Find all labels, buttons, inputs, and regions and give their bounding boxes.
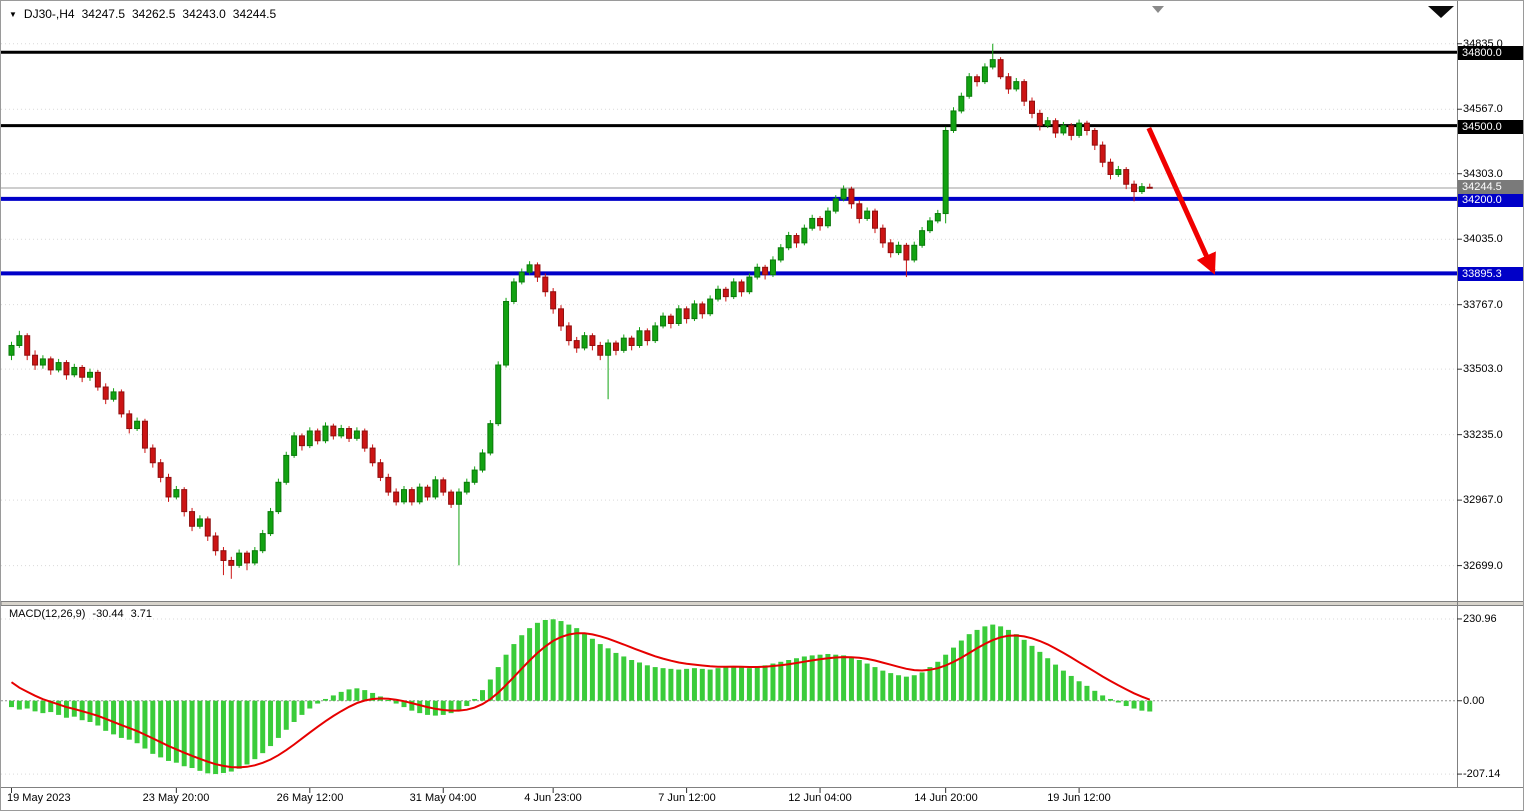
current-price-tag: 34244.5 [1458, 180, 1523, 194]
chart-shift-marker-icon [1152, 6, 1164, 13]
macd-name: MACD(12,26,9) [9, 608, 86, 620]
ohlc-open: 34247.5 [81, 7, 125, 21]
macd-tick-label: 0.00 [1463, 695, 1485, 707]
autoscroll-marker-icon [1428, 6, 1454, 18]
trend-arrow[interactable] [1146, 127, 1216, 275]
time-axis[interactable]: 19 May 2023 23 May 20:00 26 May 12:00 31 Ma… [1, 789, 1523, 810]
time-tick-label: 7 Jun 12:00 [658, 792, 716, 804]
price-tick-label: 34303.0 [1463, 168, 1503, 180]
line-price-tag: 33895.3 [1458, 267, 1523, 281]
macd-value: -30.44 [92, 608, 124, 620]
macd-tick-label: 230.96 [1463, 613, 1497, 625]
macd-tick-label: -207.14 [1463, 768, 1501, 780]
candle-series [8, 43, 1153, 579]
macd-histogram [9, 619, 1153, 775]
grid-layer [1, 43, 1457, 775]
ohlc-close: 34244.5 [232, 7, 277, 21]
time-tick-label: 19 May 2023 [7, 792, 71, 804]
pane-separator[interactable] [1, 601, 1524, 606]
time-tick-label: 23 May 20:00 [142, 792, 210, 804]
symbol-menu-icon: ▼ [9, 10, 17, 19]
support-resistance-lines[interactable] [1, 50, 1457, 276]
axis-borders [1, 1, 1523, 793]
time-tick-label: 31 May 04:00 [409, 792, 477, 804]
time-tick-label: 26 May 12:00 [276, 792, 344, 804]
time-tick-label: 4 Jun 23:00 [524, 792, 582, 804]
ohlc-high: 34262.5 [132, 7, 176, 21]
ohlc-low: 34243.0 [182, 7, 226, 21]
macd-indicator-label: MACD(12,26,9) -30.44 3.71 [9, 608, 152, 620]
price-tick-label: 33235.0 [1463, 429, 1503, 441]
price-axis[interactable]: 34835.0 34567.0 34303.0 34035.0 33767.0 33503… [1458, 1, 1523, 787]
macd-signal-line [10, 632, 1151, 769]
price-tick-label: 34567.0 [1463, 103, 1503, 115]
macd-signal-value: 3.71 [130, 608, 153, 620]
price-tick-label: 33503.0 [1463, 363, 1503, 375]
price-tick-label: 32699.0 [1463, 560, 1503, 572]
price-tick-label: 32967.0 [1463, 494, 1503, 506]
price-tick-label: 34035.0 [1463, 233, 1503, 245]
price-tick-label: 33767.0 [1463, 299, 1503, 311]
line-price-tag: 34800.0 [1458, 46, 1523, 60]
line-price-tag: 34500.0 [1458, 120, 1523, 134]
chart-title: ▼ DJ30-,H4 34247.5 34262.5 34243.0 34244… [9, 7, 276, 21]
symbol-timeframe-label: DJ30-,H4 [23, 7, 75, 21]
time-tick-label: 12 Jun 04:00 [788, 792, 852, 804]
line-price-tag: 34200.0 [1458, 193, 1523, 207]
time-tick-label: 14 Jun 20:00 [914, 792, 978, 804]
time-tick-label: 19 Jun 12:00 [1047, 792, 1111, 804]
